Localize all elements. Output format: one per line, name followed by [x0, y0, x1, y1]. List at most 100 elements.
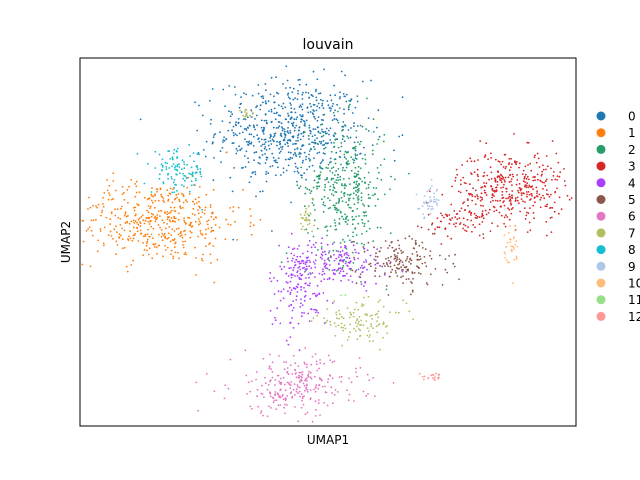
- point: [379, 226, 382, 229]
- point: [510, 245, 512, 248]
- point: [334, 273, 336, 276]
- point: [235, 124, 238, 127]
- point: [278, 147, 280, 150]
- point: [259, 104, 262, 107]
- point: [405, 278, 408, 281]
- point: [333, 142, 335, 144]
- point: [421, 205, 424, 208]
- point: [268, 391, 271, 394]
- point: [272, 139, 275, 142]
- point: [337, 256, 340, 258]
- point: [138, 191, 141, 194]
- point: [297, 90, 299, 92]
- point: [225, 138, 228, 140]
- point: [329, 157, 332, 160]
- point: [461, 164, 464, 166]
- point: [290, 274, 293, 276]
- legend-label-1: 1: [628, 126, 636, 140]
- point: [328, 269, 331, 271]
- point: [292, 121, 295, 124]
- point: [285, 87, 287, 89]
- point: [338, 107, 341, 109]
- point: [377, 262, 379, 264]
- point: [267, 172, 270, 175]
- point: [494, 179, 497, 181]
- point: [146, 209, 149, 212]
- point: [324, 253, 327, 256]
- point: [249, 124, 251, 127]
- point: [274, 161, 277, 164]
- point: [374, 263, 377, 266]
- point: [429, 196, 431, 198]
- point: [209, 206, 212, 209]
- point: [307, 375, 310, 378]
- point: [383, 273, 386, 276]
- point: [416, 265, 418, 267]
- point: [232, 125, 235, 128]
- point: [532, 179, 535, 182]
- point: [265, 180, 268, 183]
- point: [526, 175, 529, 178]
- legend-marker-2: [596, 144, 606, 154]
- point: [380, 178, 383, 181]
- point: [342, 274, 345, 277]
- point: [260, 126, 263, 129]
- point: [470, 173, 473, 176]
- point: [262, 133, 265, 135]
- point: [284, 389, 287, 392]
- point: [536, 195, 539, 198]
- point: [313, 388, 315, 391]
- point: [544, 184, 547, 187]
- point: [499, 205, 502, 208]
- point: [156, 214, 159, 216]
- point: [279, 377, 282, 380]
- point: [411, 253, 414, 255]
- point: [253, 159, 256, 162]
- point: [323, 259, 326, 262]
- point: [342, 93, 345, 95]
- point: [304, 389, 306, 392]
- point: [152, 227, 155, 230]
- point: [370, 325, 373, 328]
- point: [345, 217, 347, 220]
- point: [319, 132, 322, 135]
- point: [354, 154, 357, 157]
- point: [303, 228, 306, 231]
- point: [506, 216, 509, 218]
- point: [332, 249, 335, 252]
- point: [510, 208, 513, 211]
- point: [263, 138, 266, 141]
- point: [357, 173, 360, 176]
- point: [553, 171, 555, 173]
- point: [310, 148, 313, 151]
- point: [249, 225, 252, 228]
- point: [331, 392, 333, 394]
- point: [189, 173, 192, 176]
- point: [297, 267, 300, 269]
- point: [297, 79, 300, 81]
- point: [190, 221, 193, 224]
- point: [297, 172, 300, 174]
- point: [355, 183, 358, 186]
- point: [205, 193, 208, 196]
- point: [297, 322, 300, 325]
- point: [183, 219, 186, 222]
- point: [353, 258, 356, 261]
- point: [363, 243, 365, 246]
- point: [125, 215, 128, 218]
- point: [429, 254, 431, 257]
- point: [322, 134, 325, 137]
- point: [205, 140, 208, 143]
- point: [292, 136, 295, 139]
- point: [156, 190, 158, 193]
- point: [299, 104, 302, 107]
- point: [273, 134, 276, 137]
- legend-label-10: 10: [628, 277, 640, 291]
- point: [551, 179, 553, 181]
- point: [231, 142, 234, 145]
- point: [132, 219, 135, 222]
- point: [515, 257, 518, 259]
- point: [291, 91, 294, 93]
- point: [92, 219, 95, 222]
- point: [323, 362, 326, 365]
